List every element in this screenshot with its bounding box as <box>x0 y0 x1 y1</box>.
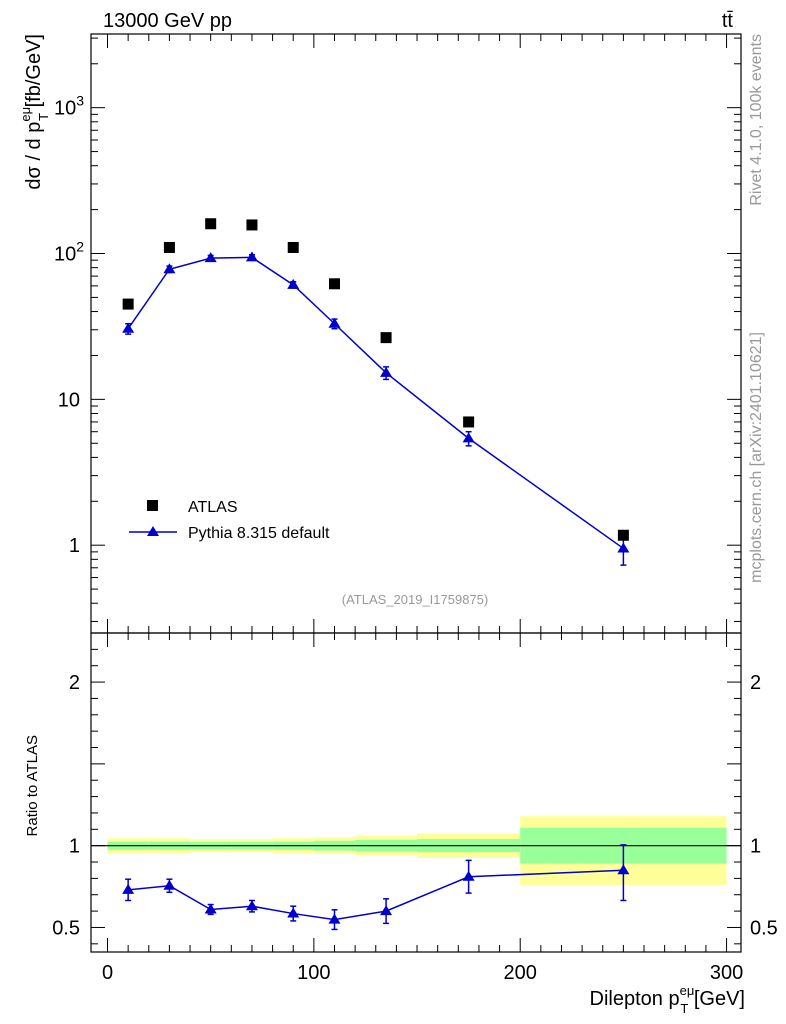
main-frame <box>90 33 742 634</box>
main-atlas-point-2 <box>205 218 217 230</box>
ratio-ylabel: Ratio to ATLAS <box>24 735 41 836</box>
header-left: 13000 GeV pp <box>103 10 232 32</box>
main-mc-point-2 <box>204 252 217 263</box>
main-ytick-base-100: 10 <box>54 244 76 266</box>
main-mc-point-1 <box>163 263 176 274</box>
main-atlas-point-7 <box>463 416 475 428</box>
xtick-label-0: 0 <box>102 962 113 984</box>
main-ytick-label-100: 102 <box>54 239 84 266</box>
ratio-bands <box>107 816 727 885</box>
ratio-mc-point-0 <box>122 883 135 894</box>
xtick-label-200: 200 <box>504 962 537 984</box>
legend-mc-label: Pythia 8.315 default <box>188 525 330 542</box>
main-atlas-point-6 <box>380 332 392 344</box>
data-marks <box>122 218 630 931</box>
legend-data-label: ATLAS <box>188 499 238 516</box>
analysis-watermark: (ATLAS_2019_I1759875) <box>342 592 488 607</box>
main-ytick-exp-100: 2 <box>76 239 84 255</box>
ratio-ytick-label-left-1: 1 <box>69 836 80 858</box>
ratio-mc-point-2 <box>204 903 217 914</box>
xlabel-sup: eμ <box>680 983 695 998</box>
main-ytick-exp-1000: 3 <box>76 93 84 109</box>
main-ylabel: dσ / d peμ T [fb/GeV] <box>18 34 51 190</box>
ratio-mc-point-5 <box>328 913 341 924</box>
ratio-ytick-label-left-2: 2 <box>69 672 80 694</box>
main-mc-point-3 <box>245 251 258 262</box>
xlabel: Dilepton peμ T [GeV] <box>590 983 745 1016</box>
axis-frames <box>90 33 742 953</box>
main-ytick-label-10: 10 <box>58 389 80 411</box>
main-atlas-point-1 <box>163 241 175 253</box>
main-mc-point-5 <box>328 317 341 328</box>
xtick-label-300: 300 <box>710 962 743 984</box>
main-atlas-point-3 <box>246 219 258 231</box>
main-mc-point-6 <box>380 366 393 377</box>
main-mc-point-8 <box>617 542 630 553</box>
ratio-frame <box>90 632 742 953</box>
ratio-mc-point-3 <box>245 900 258 911</box>
ratio-ytick-label-left-0.5: 0.5 <box>52 917 80 939</box>
axis-ticks <box>91 34 741 952</box>
ratio-mc-point-4 <box>287 907 300 918</box>
main-atlas-point-4 <box>287 241 299 253</box>
ratio-mc-point-1 <box>163 879 176 890</box>
main-mc-point-0 <box>122 322 135 333</box>
rivet-label: Rivet 4.1.0, 100k events <box>748 34 765 206</box>
main-mc-point-4 <box>287 278 300 289</box>
ratio-ytick-label-right-2: 2 <box>750 672 761 694</box>
mcplots-label: mcplots.cern.ch [arXiv:2401.10621] <box>748 332 765 583</box>
main-ylabel-a: dσ / d p <box>23 122 45 190</box>
ratio-ytick-label-right-1: 1 <box>750 836 761 858</box>
legend-data-marker <box>147 500 158 511</box>
main-ylabel-sub: T <box>36 113 51 121</box>
main-mc-point-7 <box>462 432 475 443</box>
ratio-ytick-label-right-0.5: 0.5 <box>750 917 778 939</box>
xlabel-a: Dilepton p <box>590 988 680 1010</box>
legend-mc-marker <box>147 526 159 536</box>
ratio-mc-point-6 <box>380 905 393 916</box>
main-ytick-base-1000: 10 <box>54 98 76 120</box>
main-atlas-point-8 <box>617 529 629 541</box>
main-ytick-label-1: 1 <box>69 535 80 557</box>
main-ylabel-b: [fb/GeV] <box>23 34 45 113</box>
main-atlas-point-0 <box>122 298 134 310</box>
ratio-mc-point-7 <box>462 870 475 881</box>
xtick-label-100: 100 <box>297 962 330 984</box>
xlabel-sub: T <box>680 1001 688 1016</box>
main-ylabel-sup: eμ <box>18 107 33 122</box>
main-atlas-point-5 <box>328 278 340 290</box>
xlabel-b: [GeV] <box>688 988 745 1010</box>
ratio-mc-point-8 <box>617 864 630 875</box>
main-ytick-label-1000: 103 <box>54 93 84 120</box>
header-right: tt̄ <box>722 10 734 32</box>
legend: ATLAS Pythia 8.315 default <box>129 499 330 542</box>
